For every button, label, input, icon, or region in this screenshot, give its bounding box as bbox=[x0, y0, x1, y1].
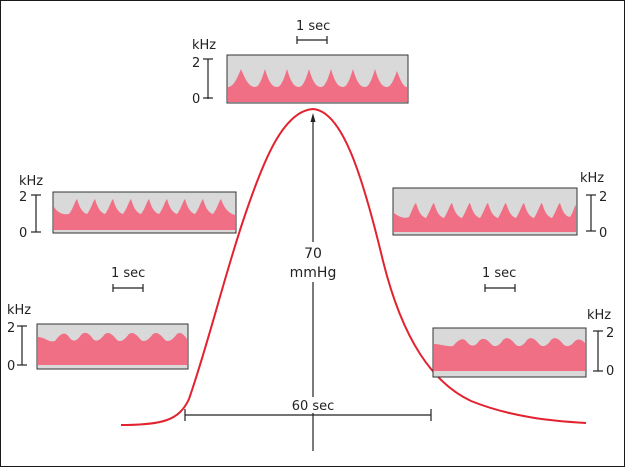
top-spectral-envelope bbox=[228, 69, 407, 102]
pressure-unit: mmHg bbox=[290, 265, 337, 281]
long-time-label-backing bbox=[288, 397, 338, 413]
spectrum-top-center: 1 sec kHz 2 0 bbox=[192, 19, 409, 107]
left-upper-freq-unit: kHz bbox=[19, 174, 43, 189]
top-time-scale-label: 1 sec bbox=[296, 19, 330, 34]
left-upper-spectral-envelope bbox=[54, 199, 235, 230]
right-upper-freq-axis bbox=[586, 194, 596, 232]
left-upper-freq-min-tick: 0 bbox=[19, 226, 27, 241]
right-upper-freq-max-tick: 2 bbox=[599, 190, 607, 205]
pressure-label-backing bbox=[289, 242, 337, 282]
left-upper-freq-max-tick: 2 bbox=[19, 190, 27, 205]
left-upper-freq-axis bbox=[31, 194, 41, 233]
right-lower-freq-max-tick: 2 bbox=[606, 326, 614, 341]
right-upper-freq-min-tick: 0 bbox=[599, 226, 607, 241]
right-upper-spectral-envelope bbox=[394, 203, 576, 232]
pressure-value: 70 bbox=[304, 246, 322, 262]
long-time-label: 60 sec bbox=[292, 399, 335, 414]
top-freq-axis bbox=[203, 58, 213, 99]
right-upper-freq-unit: kHz bbox=[580, 171, 604, 186]
left-lower-freq-min-tick: 0 bbox=[7, 359, 15, 374]
left-lower-spectral-envelope bbox=[38, 332, 187, 365]
spectrum-right-lower: 1 sec kHz 2 0 bbox=[432, 266, 614, 379]
left-lower-freq-max-tick: 2 bbox=[7, 321, 15, 336]
right-lower-spectral-envelope bbox=[434, 338, 585, 371]
right-lower-freq-axis bbox=[593, 330, 603, 372]
top-freq-min-tick: 0 bbox=[192, 92, 200, 107]
left-lower-time-scale-bar bbox=[112, 284, 144, 292]
spectrum-right-upper: kHz 2 0 bbox=[392, 171, 607, 241]
top-freq-unit: kHz bbox=[192, 38, 216, 53]
spectrum-left-lower: 1 sec kHz 2 0 bbox=[7, 266, 189, 374]
long-time-scale-bar bbox=[184, 409, 432, 421]
right-lower-time-scale-label: 1 sec bbox=[482, 266, 516, 281]
top-freq-max-tick: 2 bbox=[192, 56, 200, 71]
left-lower-freq-unit: kHz bbox=[7, 303, 31, 318]
right-lower-freq-unit: kHz bbox=[587, 308, 611, 323]
left-lower-freq-axis bbox=[17, 325, 27, 366]
top-time-scale-bar bbox=[296, 36, 328, 44]
pressure-curve bbox=[120, 107, 587, 426]
right-lower-freq-min-tick: 0 bbox=[606, 364, 614, 379]
right-lower-time-scale-bar bbox=[484, 284, 516, 292]
pressure-axis bbox=[310, 113, 316, 451]
left-lower-time-scale-label: 1 sec bbox=[111, 266, 145, 281]
spectrum-left-upper: kHz 2 0 bbox=[19, 174, 237, 241]
